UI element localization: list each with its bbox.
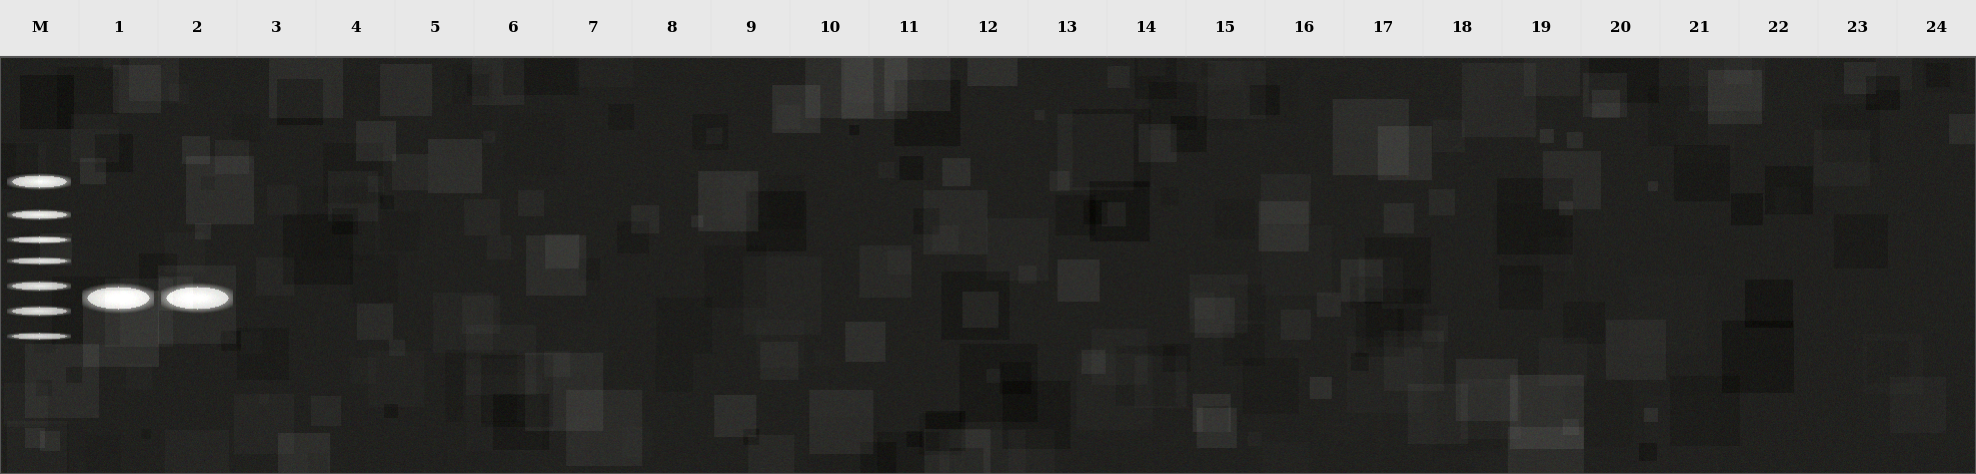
Text: 7: 7 — [587, 21, 599, 36]
Text: M: M — [32, 21, 47, 36]
Text: 10: 10 — [820, 21, 840, 36]
Text: 20: 20 — [1610, 21, 1630, 36]
Text: 24: 24 — [1927, 21, 1946, 36]
Text: 4: 4 — [350, 21, 362, 36]
Text: 18: 18 — [1452, 21, 1472, 36]
Text: 16: 16 — [1294, 21, 1314, 36]
Text: 19: 19 — [1531, 21, 1551, 36]
Text: 6: 6 — [508, 21, 520, 36]
Text: 22: 22 — [1769, 21, 1788, 36]
Text: 17: 17 — [1373, 21, 1393, 36]
Text: 1: 1 — [113, 21, 124, 36]
Text: 13: 13 — [1057, 21, 1077, 36]
Text: 23: 23 — [1848, 21, 1867, 36]
Text: 11: 11 — [899, 21, 919, 36]
Text: 12: 12 — [978, 21, 998, 36]
Text: 2: 2 — [192, 21, 204, 36]
Text: 21: 21 — [1689, 21, 1709, 36]
Text: 5: 5 — [429, 21, 441, 36]
Text: 3: 3 — [271, 21, 283, 36]
Text: 9: 9 — [745, 21, 757, 36]
Text: 15: 15 — [1215, 21, 1235, 36]
Text: 8: 8 — [666, 21, 678, 36]
Text: 14: 14 — [1136, 21, 1156, 36]
